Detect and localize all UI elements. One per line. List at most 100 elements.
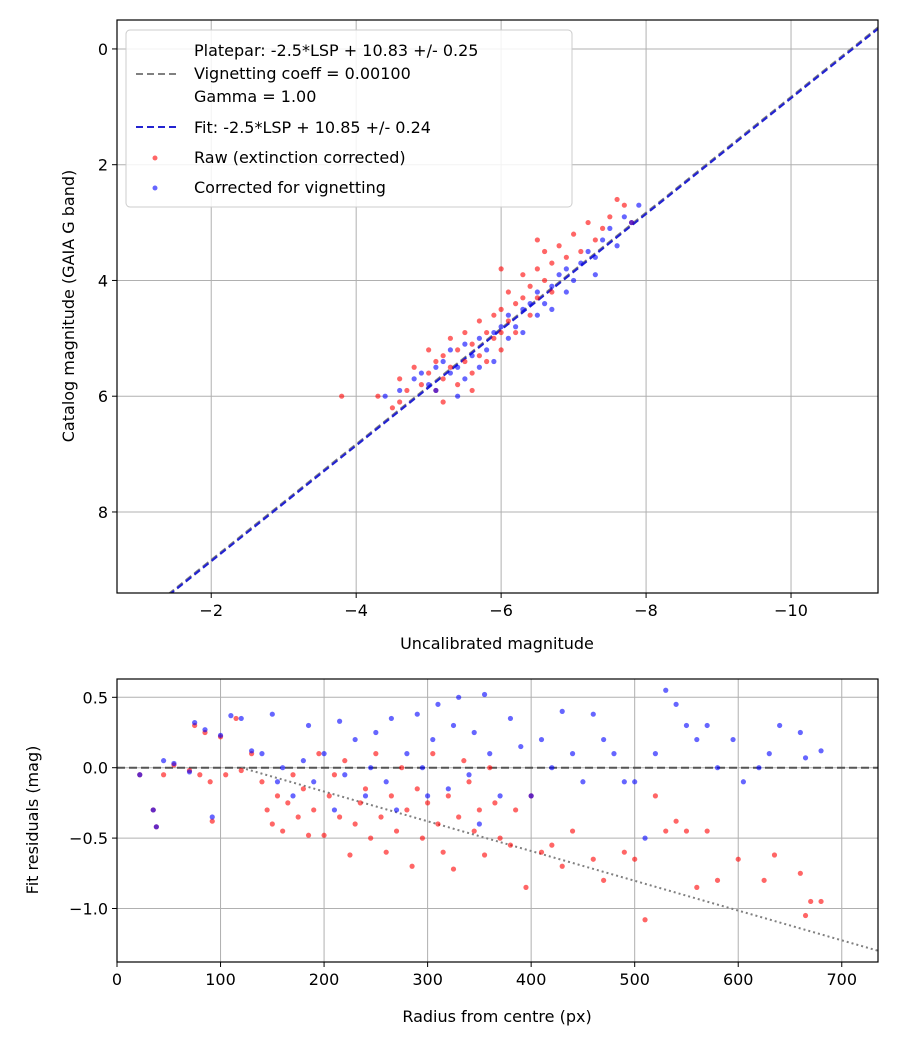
top-corrected-point [418, 370, 424, 376]
bottom-x-axis-label: Radius from centre (px) [402, 1007, 591, 1026]
bottom-raw-point [481, 852, 488, 858]
bottom-corrected-point [321, 751, 327, 757]
bottom-raw-point [331, 772, 338, 778]
bottom-points [137, 687, 824, 923]
top-raw-point [426, 347, 432, 353]
top-raw-point [585, 219, 591, 226]
bottom-corrected-point [611, 751, 617, 757]
bottom-raw-point [461, 758, 467, 764]
bottom-raw-point [663, 828, 669, 834]
bottom-raw-point [404, 807, 410, 813]
top-ticks: −2 −4 −6 −8 −10 0 2 4 6 8 [98, 40, 808, 620]
top-raw-point [418, 382, 424, 388]
top-x-tick-label: −6 [489, 601, 513, 620]
bottom-raw-point [430, 751, 436, 757]
bottom-raw-point [326, 793, 332, 799]
top-corrected-point [469, 353, 475, 359]
bottom-corrected-point [683, 722, 690, 729]
top-corrected-point [614, 243, 620, 249]
legend-swatch-corrected [152, 185, 158, 191]
bottom-raw-point [569, 828, 576, 834]
bottom-corrected-point [802, 755, 809, 761]
top-corrected-point [476, 364, 482, 370]
bottom-corrected-point [714, 765, 721, 771]
bottom-corrected-point [259, 751, 265, 757]
bottom-grid [116, 679, 878, 962]
bottom-raw-point [233, 715, 239, 722]
top-y-tick-label: 6 [98, 387, 108, 406]
top-raw-point [498, 347, 504, 353]
top-raw-point [498, 329, 504, 336]
bottom-x-tick-label: 300 [412, 970, 443, 989]
bottom-corrected-point [202, 727, 208, 733]
top-raw-point [520, 272, 526, 278]
top-raw-point [607, 214, 613, 220]
bottom-corrected-point [766, 751, 772, 757]
bottom-corrected-point [673, 701, 679, 707]
top-corrected-point [513, 324, 519, 330]
top-raw-point [455, 382, 461, 388]
top-raw-point [534, 266, 540, 272]
bottom-raw-point [621, 849, 627, 855]
bottom-corrected-point [580, 779, 586, 785]
legend-entry-corrected: Corrected for vignetting [194, 178, 386, 197]
top-corrected-point [534, 312, 540, 318]
bottom-raw-point [414, 786, 420, 792]
top-corrected-point [440, 358, 446, 365]
top-corrected-point [520, 306, 526, 312]
top-raw-point [389, 405, 396, 411]
bottom-corrected-point [171, 760, 177, 767]
bottom-corrected-point [456, 694, 462, 700]
legend-swatch-raw [152, 155, 158, 161]
bottom-corrected-point [518, 743, 524, 750]
bottom-corrected-point [481, 691, 488, 698]
bottom-corrected-point [601, 736, 607, 743]
bottom-raw-point [714, 877, 721, 883]
bottom-corrected-point [476, 821, 482, 827]
top-raw-point [469, 341, 475, 347]
top-x-tick-label: −2 [199, 601, 223, 620]
bottom-raw-point [300, 786, 306, 792]
bottom-raw-point [771, 852, 778, 858]
bottom-corrected-point [228, 713, 234, 719]
top-y-tick-label: 8 [98, 503, 108, 522]
top-corrected-point [607, 225, 613, 231]
bottom-y-tick-label: 0.5 [83, 688, 108, 707]
bottom-raw-point [352, 821, 358, 827]
bottom-raw-point [197, 772, 203, 778]
bottom-corrected-point [217, 732, 224, 738]
top-corrected-point [455, 393, 461, 399]
top-raw-point [534, 237, 540, 243]
legend-entry-raw: Raw (extinction corrected) [194, 148, 406, 167]
bottom-x-tick-label: 200 [309, 970, 340, 989]
bottom-raw-point [632, 856, 638, 862]
bottom-corrected-point [160, 758, 167, 764]
bottom-raw-point [238, 767, 244, 774]
top-raw-point [433, 358, 439, 365]
bottom-corrected-point [590, 711, 596, 717]
bottom-raw-point [652, 793, 658, 799]
top-corrected-point [628, 219, 635, 226]
top-raw-point [339, 393, 345, 399]
bottom-raw-point [207, 779, 213, 785]
top-raw-point [621, 202, 627, 208]
top-raw-point [397, 376, 403, 382]
top-raw-point [404, 387, 410, 394]
bottom-x-tick-label: 700 [826, 970, 857, 989]
top-raw-point [549, 260, 555, 266]
bottom-raw-point [466, 779, 472, 785]
bottom-raw-point [264, 807, 270, 813]
bottom-raw-point [802, 912, 809, 919]
bottom-raw-point [435, 821, 441, 827]
bottom-corrected-point [331, 807, 338, 813]
top-corrected-point [447, 347, 453, 353]
residuals-scatter-plot: 0 100 200 300 400 500 600 700 0.5 0.0 −0.5 −1.0 Rad… [23, 678, 879, 1026]
bottom-corrected-point [694, 736, 700, 743]
legend-entry-gamma: Gamma = 1.00 [194, 87, 316, 106]
bottom-reference-lines [117, 766, 878, 952]
top-raw-point [527, 312, 533, 318]
top-corrected-point [411, 376, 417, 382]
bottom-y-tick-label: 0.0 [83, 759, 108, 778]
bottom-corrected-point [538, 736, 545, 743]
